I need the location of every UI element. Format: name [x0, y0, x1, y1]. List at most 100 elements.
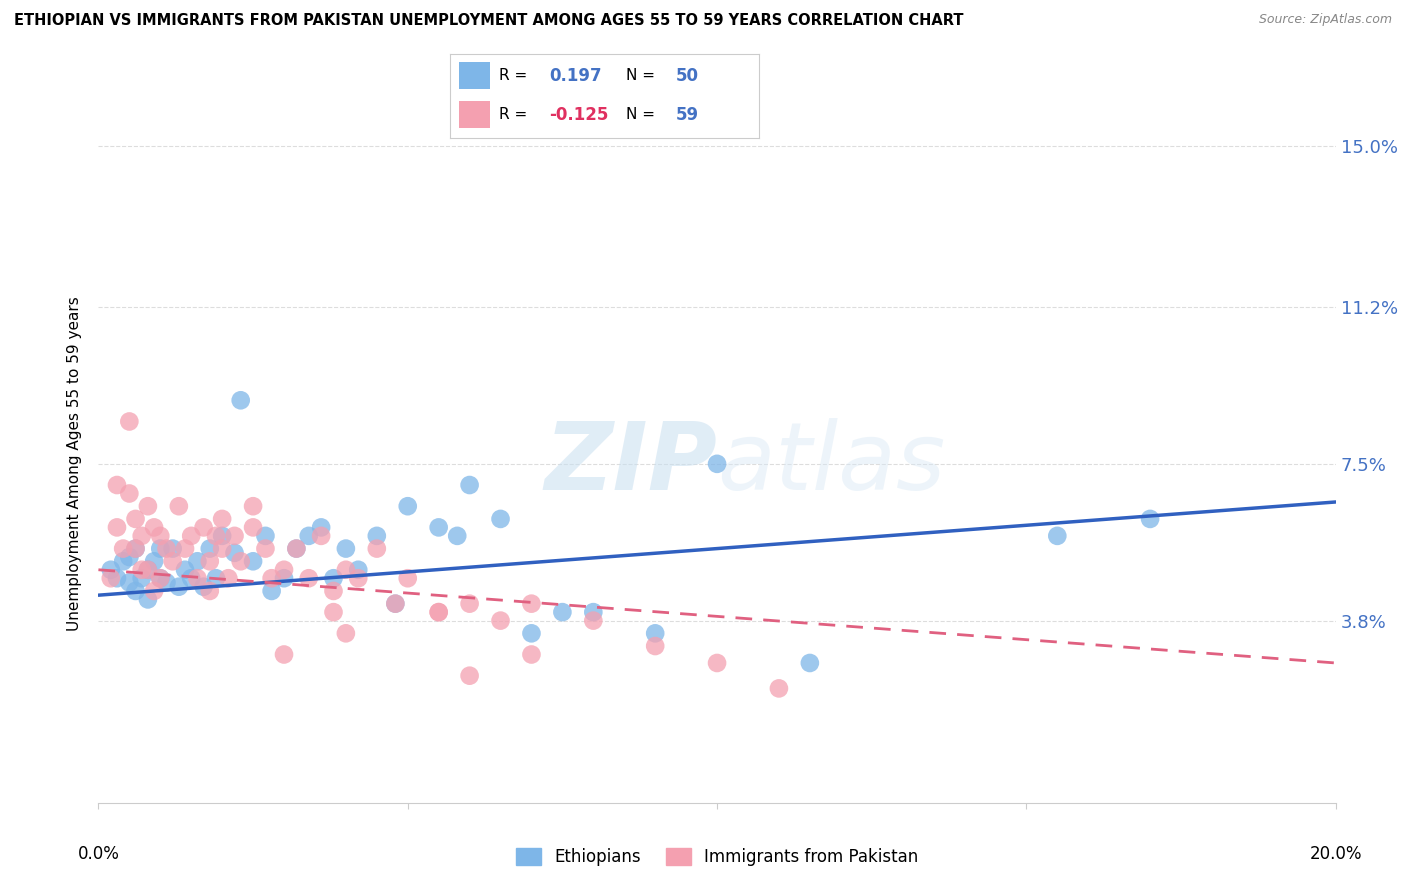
Point: [489, 512, 512, 526]
Point: [242, 554, 264, 568]
Point: [706, 457, 728, 471]
Point: [768, 681, 790, 696]
Point: [167, 580, 190, 594]
Point: [458, 669, 481, 683]
Point: [211, 541, 233, 556]
Point: [100, 571, 122, 585]
Point: [118, 486, 141, 500]
Text: 0.0%: 0.0%: [77, 846, 120, 863]
Point: [335, 563, 357, 577]
Point: [105, 478, 128, 492]
Point: [260, 584, 283, 599]
Point: [143, 584, 166, 599]
Point: [254, 529, 277, 543]
Point: [489, 614, 512, 628]
Point: [260, 571, 283, 585]
Point: [155, 575, 177, 590]
Legend: Ethiopians, Immigrants from Pakistan: Ethiopians, Immigrants from Pakistan: [509, 841, 925, 872]
Point: [309, 520, 332, 534]
Text: N =: N =: [626, 107, 655, 122]
Point: [298, 529, 321, 543]
Point: [143, 554, 166, 568]
Point: [427, 520, 450, 534]
Point: [124, 541, 146, 556]
Point: [285, 541, 308, 556]
Point: [105, 571, 128, 585]
Point: [1139, 512, 1161, 526]
Point: [162, 554, 184, 568]
Point: [273, 648, 295, 662]
Text: -0.125: -0.125: [548, 105, 609, 123]
Point: [198, 584, 221, 599]
Point: [205, 529, 228, 543]
Point: [427, 605, 450, 619]
Text: R =: R =: [499, 68, 527, 83]
Point: [644, 626, 666, 640]
FancyBboxPatch shape: [460, 62, 491, 89]
Point: [105, 520, 128, 534]
Y-axis label: Unemployment Among Ages 55 to 59 years: Unemployment Among Ages 55 to 59 years: [67, 296, 83, 632]
Point: [254, 541, 277, 556]
Point: [1046, 529, 1069, 543]
Point: [174, 541, 197, 556]
Point: [193, 580, 215, 594]
Text: atlas: atlas: [717, 418, 945, 509]
Text: 20.0%: 20.0%: [1309, 846, 1362, 863]
Point: [217, 571, 239, 585]
Point: [162, 541, 184, 556]
Point: [458, 597, 481, 611]
Point: [242, 500, 264, 514]
Point: [100, 563, 122, 577]
Point: [242, 520, 264, 534]
Point: [366, 529, 388, 543]
Point: [520, 626, 543, 640]
Point: [131, 529, 153, 543]
Point: [143, 520, 166, 534]
Text: 50: 50: [676, 67, 699, 85]
Point: [149, 541, 172, 556]
Point: [118, 549, 141, 565]
Point: [229, 393, 252, 408]
FancyBboxPatch shape: [460, 101, 491, 128]
Point: [131, 571, 153, 585]
Text: 0.197: 0.197: [548, 67, 602, 85]
Point: [322, 571, 344, 585]
Point: [427, 605, 450, 619]
Point: [520, 597, 543, 611]
Point: [180, 529, 202, 543]
Point: [224, 546, 246, 560]
Point: [112, 554, 135, 568]
Point: [224, 529, 246, 543]
Point: [366, 541, 388, 556]
Point: [582, 614, 605, 628]
Point: [322, 605, 344, 619]
Point: [384, 597, 406, 611]
Point: [347, 571, 370, 585]
Point: [174, 563, 197, 577]
Point: [458, 478, 481, 492]
Point: [347, 563, 370, 577]
Point: [118, 415, 141, 429]
Point: [124, 584, 146, 599]
Point: [149, 571, 172, 585]
Text: ZIP: ZIP: [544, 417, 717, 510]
Point: [273, 563, 295, 577]
Point: [131, 563, 153, 577]
Point: [335, 541, 357, 556]
Point: [298, 571, 321, 585]
Point: [124, 541, 146, 556]
Point: [136, 500, 159, 514]
Point: [211, 512, 233, 526]
Point: [136, 592, 159, 607]
Point: [229, 554, 252, 568]
Point: [211, 529, 233, 543]
Point: [446, 529, 468, 543]
Point: [155, 541, 177, 556]
Point: [198, 554, 221, 568]
Point: [706, 656, 728, 670]
Point: [396, 500, 419, 514]
Point: [124, 512, 146, 526]
Text: R =: R =: [499, 107, 527, 122]
Point: [322, 584, 344, 599]
Point: [335, 626, 357, 640]
